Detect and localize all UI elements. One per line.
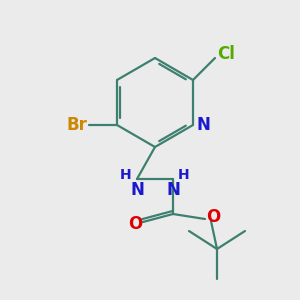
Text: O: O: [128, 215, 142, 233]
Text: H: H: [120, 168, 132, 182]
Text: N: N: [197, 116, 211, 134]
Text: N: N: [130, 181, 144, 199]
Text: O: O: [206, 208, 220, 226]
Text: N: N: [166, 181, 180, 199]
Text: Cl: Cl: [217, 45, 235, 63]
Text: H: H: [178, 168, 190, 182]
Text: Br: Br: [66, 116, 87, 134]
